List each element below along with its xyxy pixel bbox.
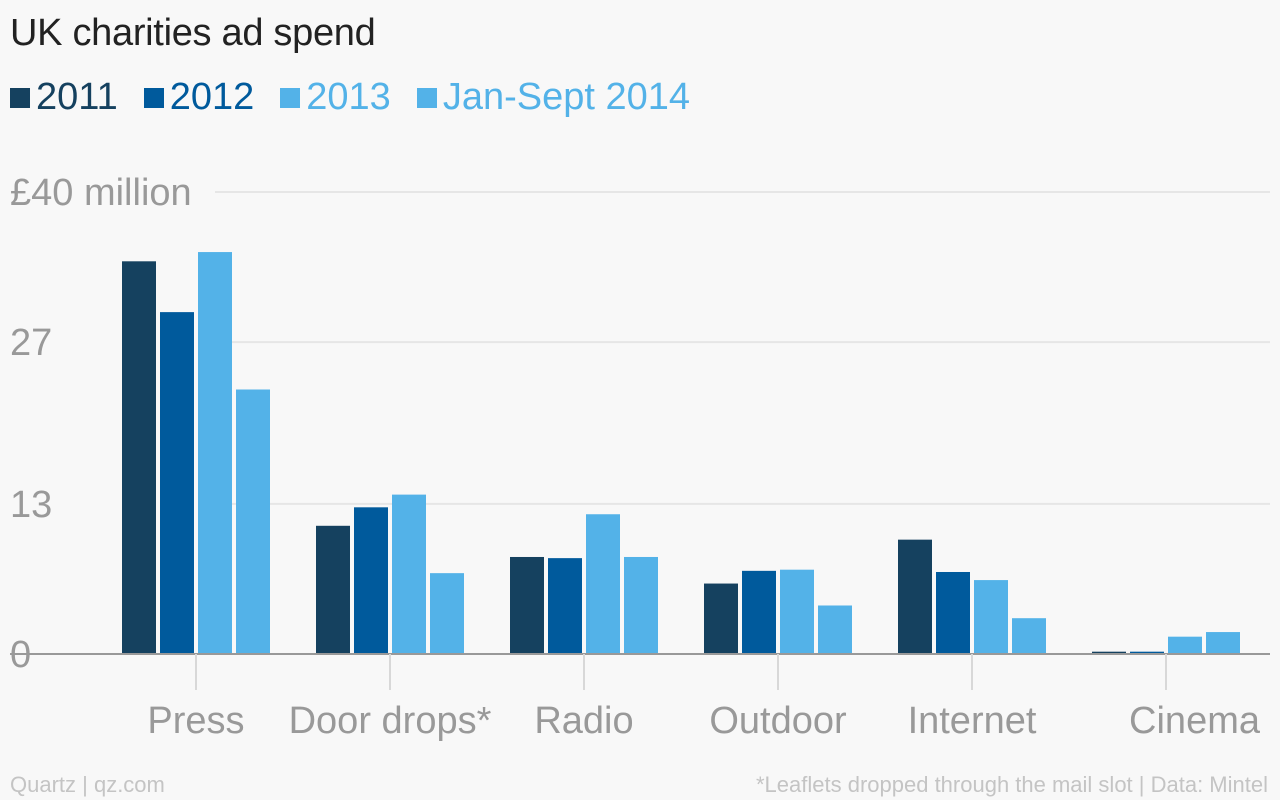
category-label-2: Radio — [534, 700, 633, 742]
legend: 2011 2012 2013 Jan-Sept 2014 — [10, 76, 716, 119]
category-label-0: Press — [147, 700, 244, 742]
bar-radio-3 — [586, 514, 620, 654]
y-tick-label-0: 0 — [10, 634, 31, 676]
bar-door-drops-1 — [316, 525, 350, 654]
y-tick-labels: 0 13 27 £40 million — [10, 172, 192, 676]
y-tick-label-2: 27 — [10, 322, 52, 364]
bar-internet-2 — [936, 571, 970, 654]
y-tick-label-1: 13 — [10, 484, 52, 526]
bar-cinema-4 — [1206, 632, 1240, 654]
footer-source-left: Quartz | qz.com — [10, 772, 165, 797]
bar-outdoor-4 — [818, 605, 852, 654]
y-tick-label-3: £40 million — [10, 172, 192, 214]
legend-item-2014: Jan-Sept 2014 — [416, 76, 690, 119]
gridlines — [215, 191, 1270, 505]
bar-internet-1 — [898, 539, 932, 654]
bar-cinema-1 — [1092, 651, 1126, 654]
category-labels: Press Door drops* Radio Outdoor Internet Cine… — [147, 700, 1260, 742]
bar-outdoor-3 — [780, 569, 814, 654]
legend-swatch-2012 — [143, 87, 164, 108]
bar-press-2 — [160, 312, 194, 654]
bar-internet-3 — [974, 580, 1008, 654]
category-label-3: Outdoor — [709, 700, 847, 742]
chart-title: UK charities ad spend — [10, 12, 376, 54]
legend-label-2011: 2011 — [36, 76, 118, 118]
legend-item-2013: 2013 — [280, 76, 391, 119]
legend-item-2011: 2011 — [10, 76, 118, 119]
bar-door-drops-2 — [354, 507, 388, 654]
bars — [122, 252, 1240, 654]
legend-swatch-2011 — [10, 87, 30, 108]
category-label-1: Door drops* — [289, 700, 492, 742]
bar-cinema-3 — [1168, 636, 1202, 654]
bar-internet-4 — [1012, 618, 1046, 654]
legend-swatch-2013 — [280, 87, 301, 108]
legend-label-2013: 2013 — [306, 76, 391, 118]
bar-cinema-2 — [1130, 651, 1164, 654]
category-label-5: Cinema — [1129, 700, 1261, 742]
bar-outdoor-2 — [742, 570, 776, 654]
bar-radio-1 — [510, 556, 544, 654]
legend-swatch-2014 — [416, 87, 437, 108]
bar-door-drops-4 — [430, 573, 464, 654]
bar-radio-4 — [624, 556, 658, 654]
bar-radio-2 — [548, 558, 582, 654]
bar-door-drops-3 — [392, 494, 426, 654]
bar-press-3 — [198, 252, 232, 654]
legend-item-2012: 2012 — [143, 76, 255, 119]
bar-outdoor-1 — [704, 583, 738, 654]
bar-press-1 — [122, 261, 156, 654]
footer-source-right: *Leaflets dropped through the mail slot … — [755, 772, 1268, 797]
category-label-4: Internet — [908, 700, 1037, 742]
bar-press-4 — [236, 389, 270, 654]
legend-label-2012: 2012 — [169, 76, 255, 118]
baseline — [10, 653, 1270, 690]
legend-label-2014: Jan-Sept 2014 — [442, 76, 690, 118]
